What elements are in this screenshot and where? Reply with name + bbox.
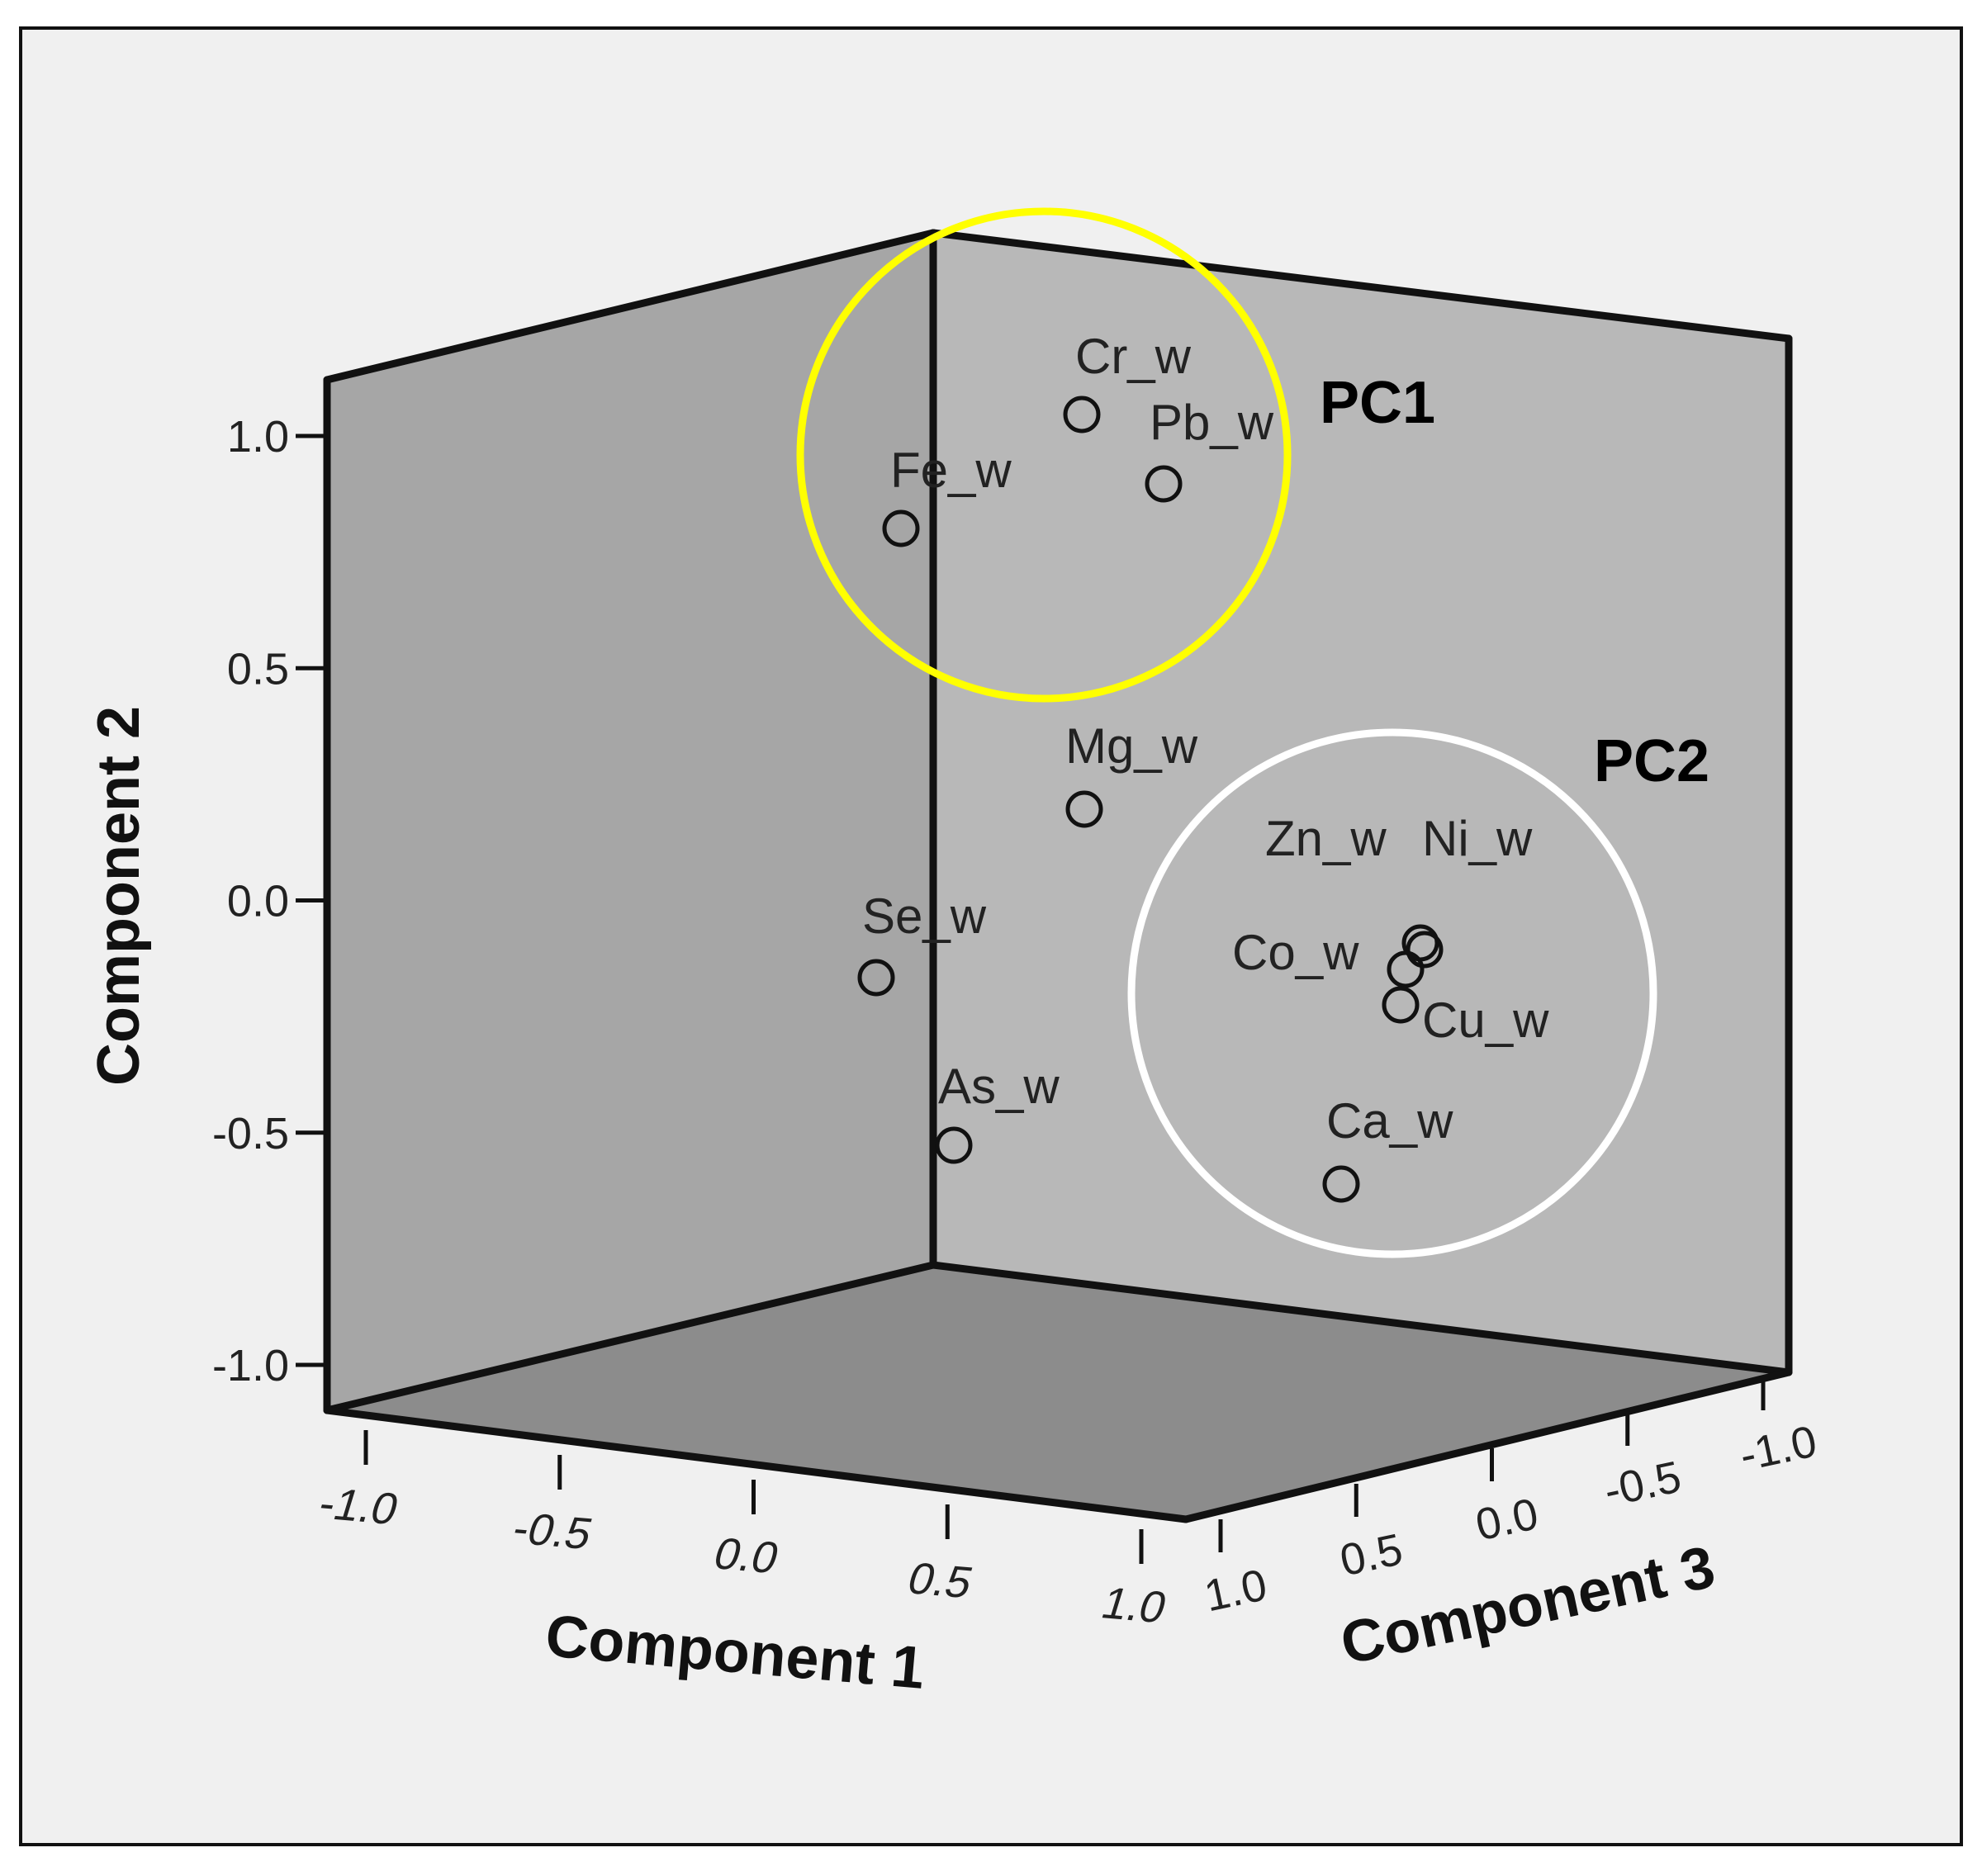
point-marker-co-w <box>1387 950 1425 988</box>
x-tick-label: 1.0 <box>1096 1578 1173 1632</box>
frame-edges <box>323 229 1793 1523</box>
frame-edge-top-left <box>323 229 937 384</box>
point-label-zn-w: Zn_w <box>1265 811 1387 866</box>
point-label-pb-w: Pb_w <box>1150 395 1274 450</box>
x-tick-label: -1.0 <box>313 1479 405 1534</box>
cluster-label-pc2: PC2 <box>1594 728 1709 794</box>
y-axis: -1.0 -0.5 0.0 0.5 1.0 <box>212 412 327 1390</box>
x-tick-label: 0.0 <box>709 1528 785 1583</box>
cluster-circle-pc1 <box>796 207 1292 703</box>
frame-edge-floor-back <box>929 1261 1793 1376</box>
data-points: Cr_w Pb_w Fe_w Mg_w Se_w As_w Zn_w Ni_w Co_w Cu_w… <box>857 329 1549 1203</box>
frame-edge-floor-left <box>323 1261 937 1414</box>
frame-edge-floor-right <box>1182 1368 1793 1523</box>
point-label-co-w: Co_w <box>1232 925 1359 980</box>
cluster-circles: PC1 PC2 <box>796 207 1709 1258</box>
point-label-ca-w: Ca_w <box>1326 1093 1453 1149</box>
x-tick-label: 0.5 <box>902 1553 979 1608</box>
x-axis: -1.0 -0.5 0.0 0.5 1.0 <box>313 1430 1173 1632</box>
point-marker-ca-w <box>1322 1165 1360 1203</box>
y-tick-label: 0.5 <box>227 644 289 694</box>
point-marker-cr-w <box>1063 396 1101 433</box>
point-marker-se-w <box>857 959 895 997</box>
left-wall <box>327 233 933 1410</box>
point-marker-fe-w <box>882 509 920 547</box>
point-marker-ni-w <box>1406 931 1444 969</box>
point-marker-cu-w <box>1382 986 1420 1024</box>
y-tick-label: -0.5 <box>212 1109 289 1158</box>
point-marker-as-w <box>935 1126 973 1164</box>
frame-edge-top-back <box>929 229 1793 343</box>
point-label-cr-w: Cr_w <box>1075 329 1192 384</box>
point-marker-pb-w <box>1145 465 1183 503</box>
point-label-cu-w: Cu_w <box>1422 992 1549 1048</box>
point-marker-mg-w <box>1065 790 1103 828</box>
point-label-mg-w: Mg_w <box>1065 718 1198 774</box>
point-label-fe-w: Fe_w <box>890 443 1012 498</box>
y-tick-label: 1.0 <box>227 412 289 462</box>
x-tick-label: -0.5 <box>507 1504 599 1559</box>
cluster-label-pc1: PC1 <box>1320 370 1435 436</box>
y-tick-label: 0.0 <box>227 877 289 926</box>
y-tick-label: -1.0 <box>212 1341 289 1390</box>
point-label-se-w: Se_w <box>862 888 987 944</box>
frame-edge-floor-front <box>323 1406 1190 1523</box>
point-label-as-w: As_w <box>938 1059 1060 1114</box>
point-label-ni-w: Ni_w <box>1422 811 1533 866</box>
cluster-circle-pc2 <box>1127 728 1657 1258</box>
y-axis-title: Component 2 <box>86 706 152 1086</box>
